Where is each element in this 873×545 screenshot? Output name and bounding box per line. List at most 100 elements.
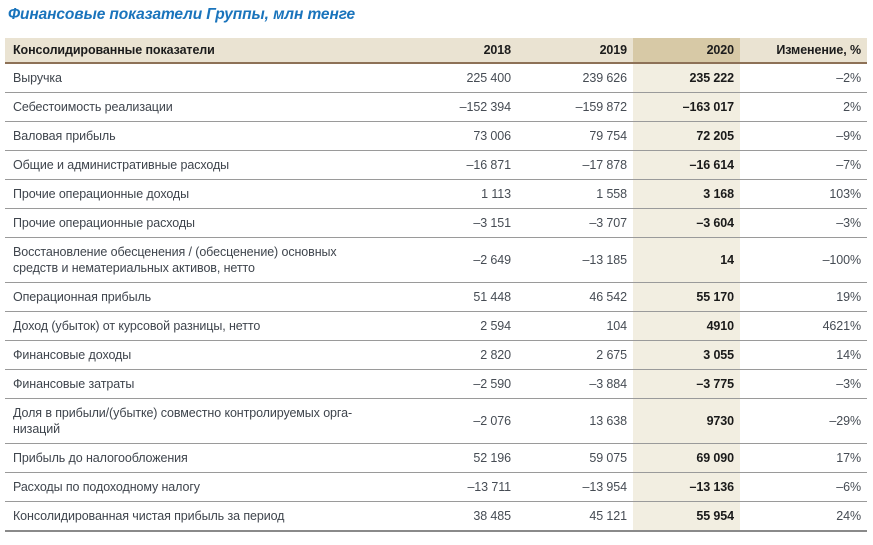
value-2018: 52 196 bbox=[433, 443, 517, 473]
value-change: –29% bbox=[740, 398, 867, 444]
value-2020: –3 775 bbox=[633, 369, 740, 399]
table-row: Операционная прибыль 51 448 46 542 55 17… bbox=[5, 282, 867, 312]
value-2019: 104 bbox=[517, 311, 633, 341]
value-2018: –3 151 bbox=[433, 208, 517, 238]
table-header: Консолидированные показатели 2018 2019 2… bbox=[5, 38, 867, 64]
value-2018: 1 113 bbox=[433, 179, 517, 209]
table-row: Прочие операционные доходы 1 113 1 558 3… bbox=[5, 179, 867, 209]
value-2019: 46 542 bbox=[517, 282, 633, 312]
row-label: Прибыль до налогообложения bbox=[5, 443, 433, 473]
value-change: 17% bbox=[740, 443, 867, 473]
value-2018: –2 649 bbox=[433, 237, 517, 283]
value-2020: –16 614 bbox=[633, 150, 740, 180]
value-2020: 55 954 bbox=[633, 501, 740, 532]
financial-indicators-table: Консолидированные показатели 2018 2019 2… bbox=[5, 38, 867, 532]
value-2018: –2 590 bbox=[433, 369, 517, 399]
table-row: Себестоимость реализации –152 394 –159 8… bbox=[5, 92, 867, 122]
table-body: Выручка 225 400 239 626 235 222 –2% Себе… bbox=[5, 63, 867, 532]
value-2020: 14 bbox=[633, 237, 740, 283]
table-row: Финансовые затраты –2 590 –3 884 –3 775 … bbox=[5, 369, 867, 399]
value-2018: 2 820 bbox=[433, 340, 517, 370]
table-row: Консолидированная чистая прибыль за пери… bbox=[5, 501, 867, 532]
value-2018: 2 594 bbox=[433, 311, 517, 341]
value-2019: 45 121 bbox=[517, 501, 633, 532]
column-header-2020: 2020 bbox=[633, 38, 740, 64]
value-2019: 59 075 bbox=[517, 443, 633, 473]
value-2019: 13 638 bbox=[517, 398, 633, 444]
value-2019: –3 884 bbox=[517, 369, 633, 399]
table-row: Финансовые доходы 2 820 2 675 3 055 14% bbox=[5, 340, 867, 370]
value-2018: 38 485 bbox=[433, 501, 517, 532]
value-2020: 235 222 bbox=[633, 63, 740, 93]
row-label: Прочие операционные расходы bbox=[5, 208, 433, 238]
value-2018: 51 448 bbox=[433, 282, 517, 312]
header-row: Консолидированные показатели 2018 2019 2… bbox=[5, 38, 867, 64]
row-label: Валовая прибыль bbox=[5, 121, 433, 151]
value-2018: –13 711 bbox=[433, 472, 517, 502]
value-2020: –13 136 bbox=[633, 472, 740, 502]
value-change: 19% bbox=[740, 282, 867, 312]
table-row: Общие и административные расходы –16 871… bbox=[5, 150, 867, 180]
value-change: 24% bbox=[740, 501, 867, 532]
row-label: Прочие операционные доходы bbox=[5, 179, 433, 209]
table-row: Восстановление обесценения / (обесценени… bbox=[5, 237, 867, 283]
value-2019: –3 707 bbox=[517, 208, 633, 238]
value-2019: 239 626 bbox=[517, 63, 633, 93]
column-header-metric: Консолидированные показатели bbox=[5, 38, 433, 64]
value-2020: –163 017 bbox=[633, 92, 740, 122]
value-change: –3% bbox=[740, 208, 867, 238]
value-change: –100% bbox=[740, 237, 867, 283]
row-label: Расходы по подоходному налогу bbox=[5, 472, 433, 502]
column-header-change: Изменение, % bbox=[740, 38, 867, 64]
row-label: Операционная прибыль bbox=[5, 282, 433, 312]
value-change: –9% bbox=[740, 121, 867, 151]
value-change: –3% bbox=[740, 369, 867, 399]
value-2018: 73 006 bbox=[433, 121, 517, 151]
value-2019: –17 878 bbox=[517, 150, 633, 180]
row-label: Выручка bbox=[5, 63, 433, 93]
row-label: Консолидированная чистая прибыль за пери… bbox=[5, 501, 433, 532]
row-label: Восстановление обесценения / (обесценени… bbox=[5, 237, 433, 283]
value-change: 103% bbox=[740, 179, 867, 209]
value-2020: 9730 bbox=[633, 398, 740, 444]
value-2019: –159 872 bbox=[517, 92, 633, 122]
value-change: –7% bbox=[740, 150, 867, 180]
column-header-2018: 2018 bbox=[433, 38, 517, 64]
value-2018: –16 871 bbox=[433, 150, 517, 180]
value-2020: 4910 bbox=[633, 311, 740, 341]
row-label: Финансовые доходы bbox=[5, 340, 433, 370]
value-change: 2% bbox=[740, 92, 867, 122]
row-label: Себестоимость реализации bbox=[5, 92, 433, 122]
table-row: Валовая прибыль 73 006 79 754 72 205 –9% bbox=[5, 121, 867, 151]
value-change: –2% bbox=[740, 63, 867, 93]
value-2020: 3 055 bbox=[633, 340, 740, 370]
value-2018: –2 076 bbox=[433, 398, 517, 444]
table-row: Доля в прибыли/(убытке) совместно контро… bbox=[5, 398, 867, 444]
value-change: 14% bbox=[740, 340, 867, 370]
row-label: Доля в прибыли/(убытке) совместно контро… bbox=[5, 398, 433, 444]
table-row: Расходы по подоходному налогу –13 711 –1… bbox=[5, 472, 867, 502]
value-change: 4621% bbox=[740, 311, 867, 341]
column-header-2019: 2019 bbox=[517, 38, 633, 64]
page-title: Финансовые показатели Группы, млн тенге bbox=[8, 6, 356, 23]
value-2019: –13 954 bbox=[517, 472, 633, 502]
row-label: Общие и административные расходы bbox=[5, 150, 433, 180]
value-2018: –152 394 bbox=[433, 92, 517, 122]
value-2020: 55 170 bbox=[633, 282, 740, 312]
table-row: Выручка 225 400 239 626 235 222 –2% bbox=[5, 63, 867, 93]
table-row: Прибыль до налогообложения 52 196 59 075… bbox=[5, 443, 867, 473]
table-row: Прочие операционные расходы –3 151 –3 70… bbox=[5, 208, 867, 238]
value-2018: 225 400 bbox=[433, 63, 517, 93]
value-change: –6% bbox=[740, 472, 867, 502]
value-2019: 79 754 bbox=[517, 121, 633, 151]
value-2020: 3 168 bbox=[633, 179, 740, 209]
row-label: Финансовые затраты bbox=[5, 369, 433, 399]
value-2019: 2 675 bbox=[517, 340, 633, 370]
value-2019: 1 558 bbox=[517, 179, 633, 209]
table-row: Доход (убыток) от курсовой разницы, нетт… bbox=[5, 311, 867, 341]
value-2020: 72 205 bbox=[633, 121, 740, 151]
value-2020: 69 090 bbox=[633, 443, 740, 473]
value-2019: –13 185 bbox=[517, 237, 633, 283]
row-label: Доход (убыток) от курсовой разницы, нетт… bbox=[5, 311, 433, 341]
